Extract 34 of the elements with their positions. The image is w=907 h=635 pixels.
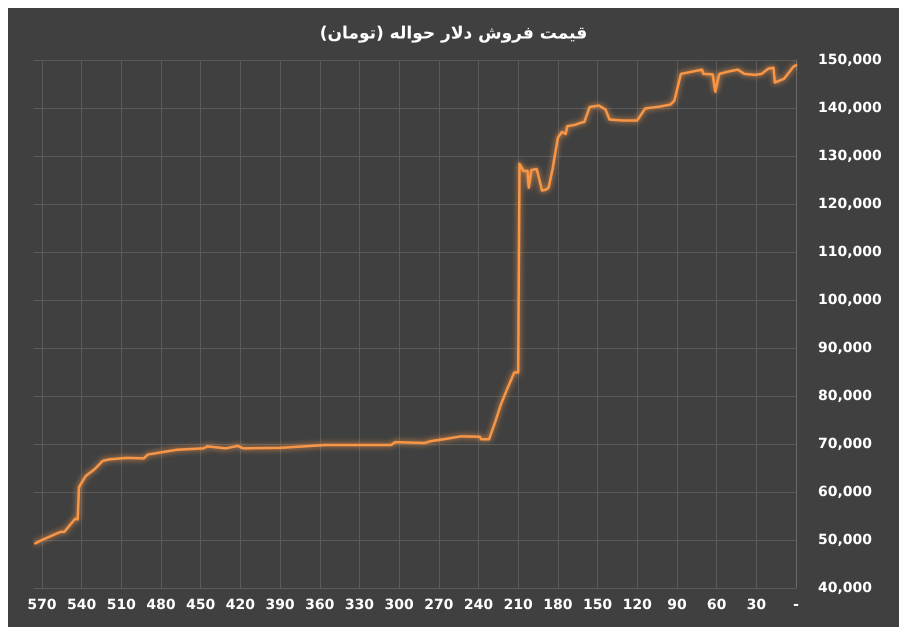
x-tick-label: 180 — [543, 597, 573, 613]
x-tick-label: 300 — [384, 597, 414, 613]
x-tick-label: 360 — [305, 597, 335, 613]
x-tick-label: 390 — [265, 597, 295, 613]
chart-title: قیمت فروش دلار حواله (تومان) — [320, 24, 588, 44]
x-tick-label: 60 — [706, 597, 727, 613]
line-series — [34, 64, 798, 545]
x-tick-label: 480 — [146, 597, 176, 613]
x-tick-label: 420 — [226, 597, 256, 613]
y-tick-label: 140,000 — [818, 100, 882, 116]
x-tick-label: 90 — [667, 597, 687, 613]
y-tick-label: 50,000 — [818, 532, 872, 548]
x-tick-label: 120 — [622, 597, 652, 613]
y-tick-label: 100,000 — [818, 292, 882, 308]
y-tick-label: 120,000 — [818, 196, 882, 212]
y-tick-label: 150,000 — [818, 52, 882, 68]
x-tick-label: 210 — [504, 597, 534, 613]
y-tick-label: 40,000 — [818, 580, 872, 596]
x-tick-label: 270 — [424, 597, 454, 613]
x-tick-label: 240 — [464, 597, 494, 613]
x-tick-label: 540 — [67, 597, 96, 613]
x-tick-label: 30 — [746, 597, 766, 613]
x-tick-label: 510 — [106, 597, 136, 613]
x-tick-label: 450 — [186, 597, 216, 613]
y-tick-label: 70,000 — [818, 436, 872, 452]
y-tick-label: 110,000 — [818, 244, 882, 260]
y-tick-label: 80,000 — [818, 388, 872, 404]
y-tick-label: 60,000 — [818, 484, 872, 500]
x-tick-label: 570 — [27, 597, 57, 613]
x-tick-label: 150 — [582, 597, 612, 613]
x-tick-label: 330 — [344, 597, 374, 613]
x-tick-label: - — [793, 597, 800, 613]
y-tick-label: 90,000 — [818, 340, 872, 356]
y-tick-label: 130,000 — [818, 148, 882, 164]
